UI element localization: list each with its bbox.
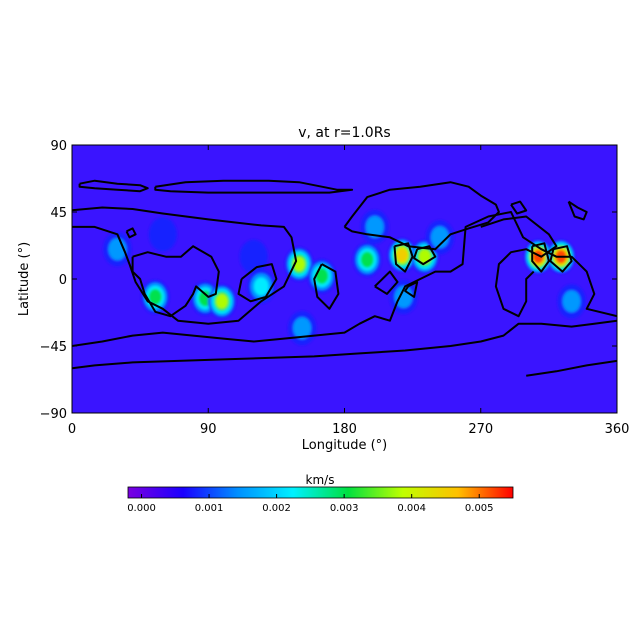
hotspot — [148, 217, 177, 252]
contour-line — [154, 179, 354, 194]
colorbar-tick-label: 0.001 — [195, 503, 224, 514]
plot-area — [72, 145, 617, 413]
y-tick-label: −90 — [40, 407, 67, 422]
contour-line — [526, 359, 617, 377]
contour-line — [343, 181, 500, 251]
contour-line — [374, 270, 399, 295]
hotspot-level — [315, 268, 329, 285]
hotspot-level — [396, 248, 408, 263]
hotspot-level — [365, 215, 384, 238]
hotspot-level — [239, 239, 268, 274]
hotspot — [557, 284, 586, 319]
hotspot-level — [562, 290, 581, 313]
hotspot — [207, 284, 236, 319]
hotspot-level — [293, 317, 312, 340]
x-tick-label: 0 — [68, 422, 76, 437]
hotspot-level — [360, 251, 374, 268]
contour-line — [531, 242, 550, 273]
contour-line — [393, 242, 414, 273]
contour-line — [404, 281, 419, 298]
contour-lines — [72, 179, 617, 377]
contour-line — [567, 200, 588, 221]
y-tick-label: 45 — [50, 206, 67, 221]
hotspot — [247, 269, 276, 304]
hotspot — [288, 311, 317, 346]
colorbar-ticks: 0.000 0.001 0.002 0.003 0.004 0.005 — [127, 494, 494, 514]
colorbar-tick-label: 0.002 — [262, 503, 291, 514]
hotspot — [360, 209, 389, 244]
colorbar-tick-label: 0.003 — [330, 503, 359, 514]
contour-line — [549, 245, 573, 273]
hotspot-level — [253, 277, 269, 296]
contour-line — [413, 245, 437, 266]
y-tick-label: 0 — [59, 273, 67, 288]
hotspot-level — [148, 288, 162, 305]
hotspot — [353, 242, 382, 277]
y-axis-label: Latitude (°) — [17, 242, 32, 316]
x-axis-label: Longitude (°) — [302, 438, 387, 453]
contour-line — [72, 206, 298, 325]
contour-line — [313, 263, 340, 310]
heatmap-hotspots — [103, 209, 586, 346]
colorbar-tick-label: 0.004 — [397, 503, 426, 514]
colorbar-label: km/s — [306, 473, 335, 487]
hotspot — [239, 239, 268, 274]
colorbar-tick-label: 0.000 — [127, 503, 156, 514]
x-tick-label: 90 — [200, 422, 217, 437]
contour-line — [78, 179, 149, 193]
x-tick-label: 270 — [468, 422, 493, 437]
contour-line — [72, 211, 617, 347]
hotspot-level — [148, 217, 177, 252]
contour-line — [510, 200, 528, 215]
x-tick-label: 180 — [332, 422, 357, 437]
colorbar — [127, 486, 514, 499]
colorbar-tick-label: 0.005 — [465, 503, 494, 514]
contour-line — [72, 319, 617, 370]
contour-line — [125, 227, 137, 239]
hotspot-level — [215, 293, 228, 309]
chart-title: v, at r=1.0Rs — [298, 125, 390, 141]
heatmap-background — [72, 145, 617, 413]
hotspot — [285, 247, 314, 282]
hotspot-level — [430, 226, 449, 249]
x-tick-label: 360 — [605, 422, 630, 437]
y-axis-ticks: 90 45 0 −45 −90 — [40, 139, 617, 422]
hotspot — [425, 220, 454, 255]
contour-line — [131, 245, 220, 318]
y-tick-label: −45 — [40, 340, 67, 355]
x-axis-ticks: 0 90 180 270 360 — [68, 145, 630, 437]
hotspot — [103, 232, 132, 267]
y-tick-label: 90 — [50, 139, 67, 154]
contour-line — [237, 263, 278, 303]
hotspot-level — [394, 285, 413, 308]
contour-line — [480, 215, 558, 318]
